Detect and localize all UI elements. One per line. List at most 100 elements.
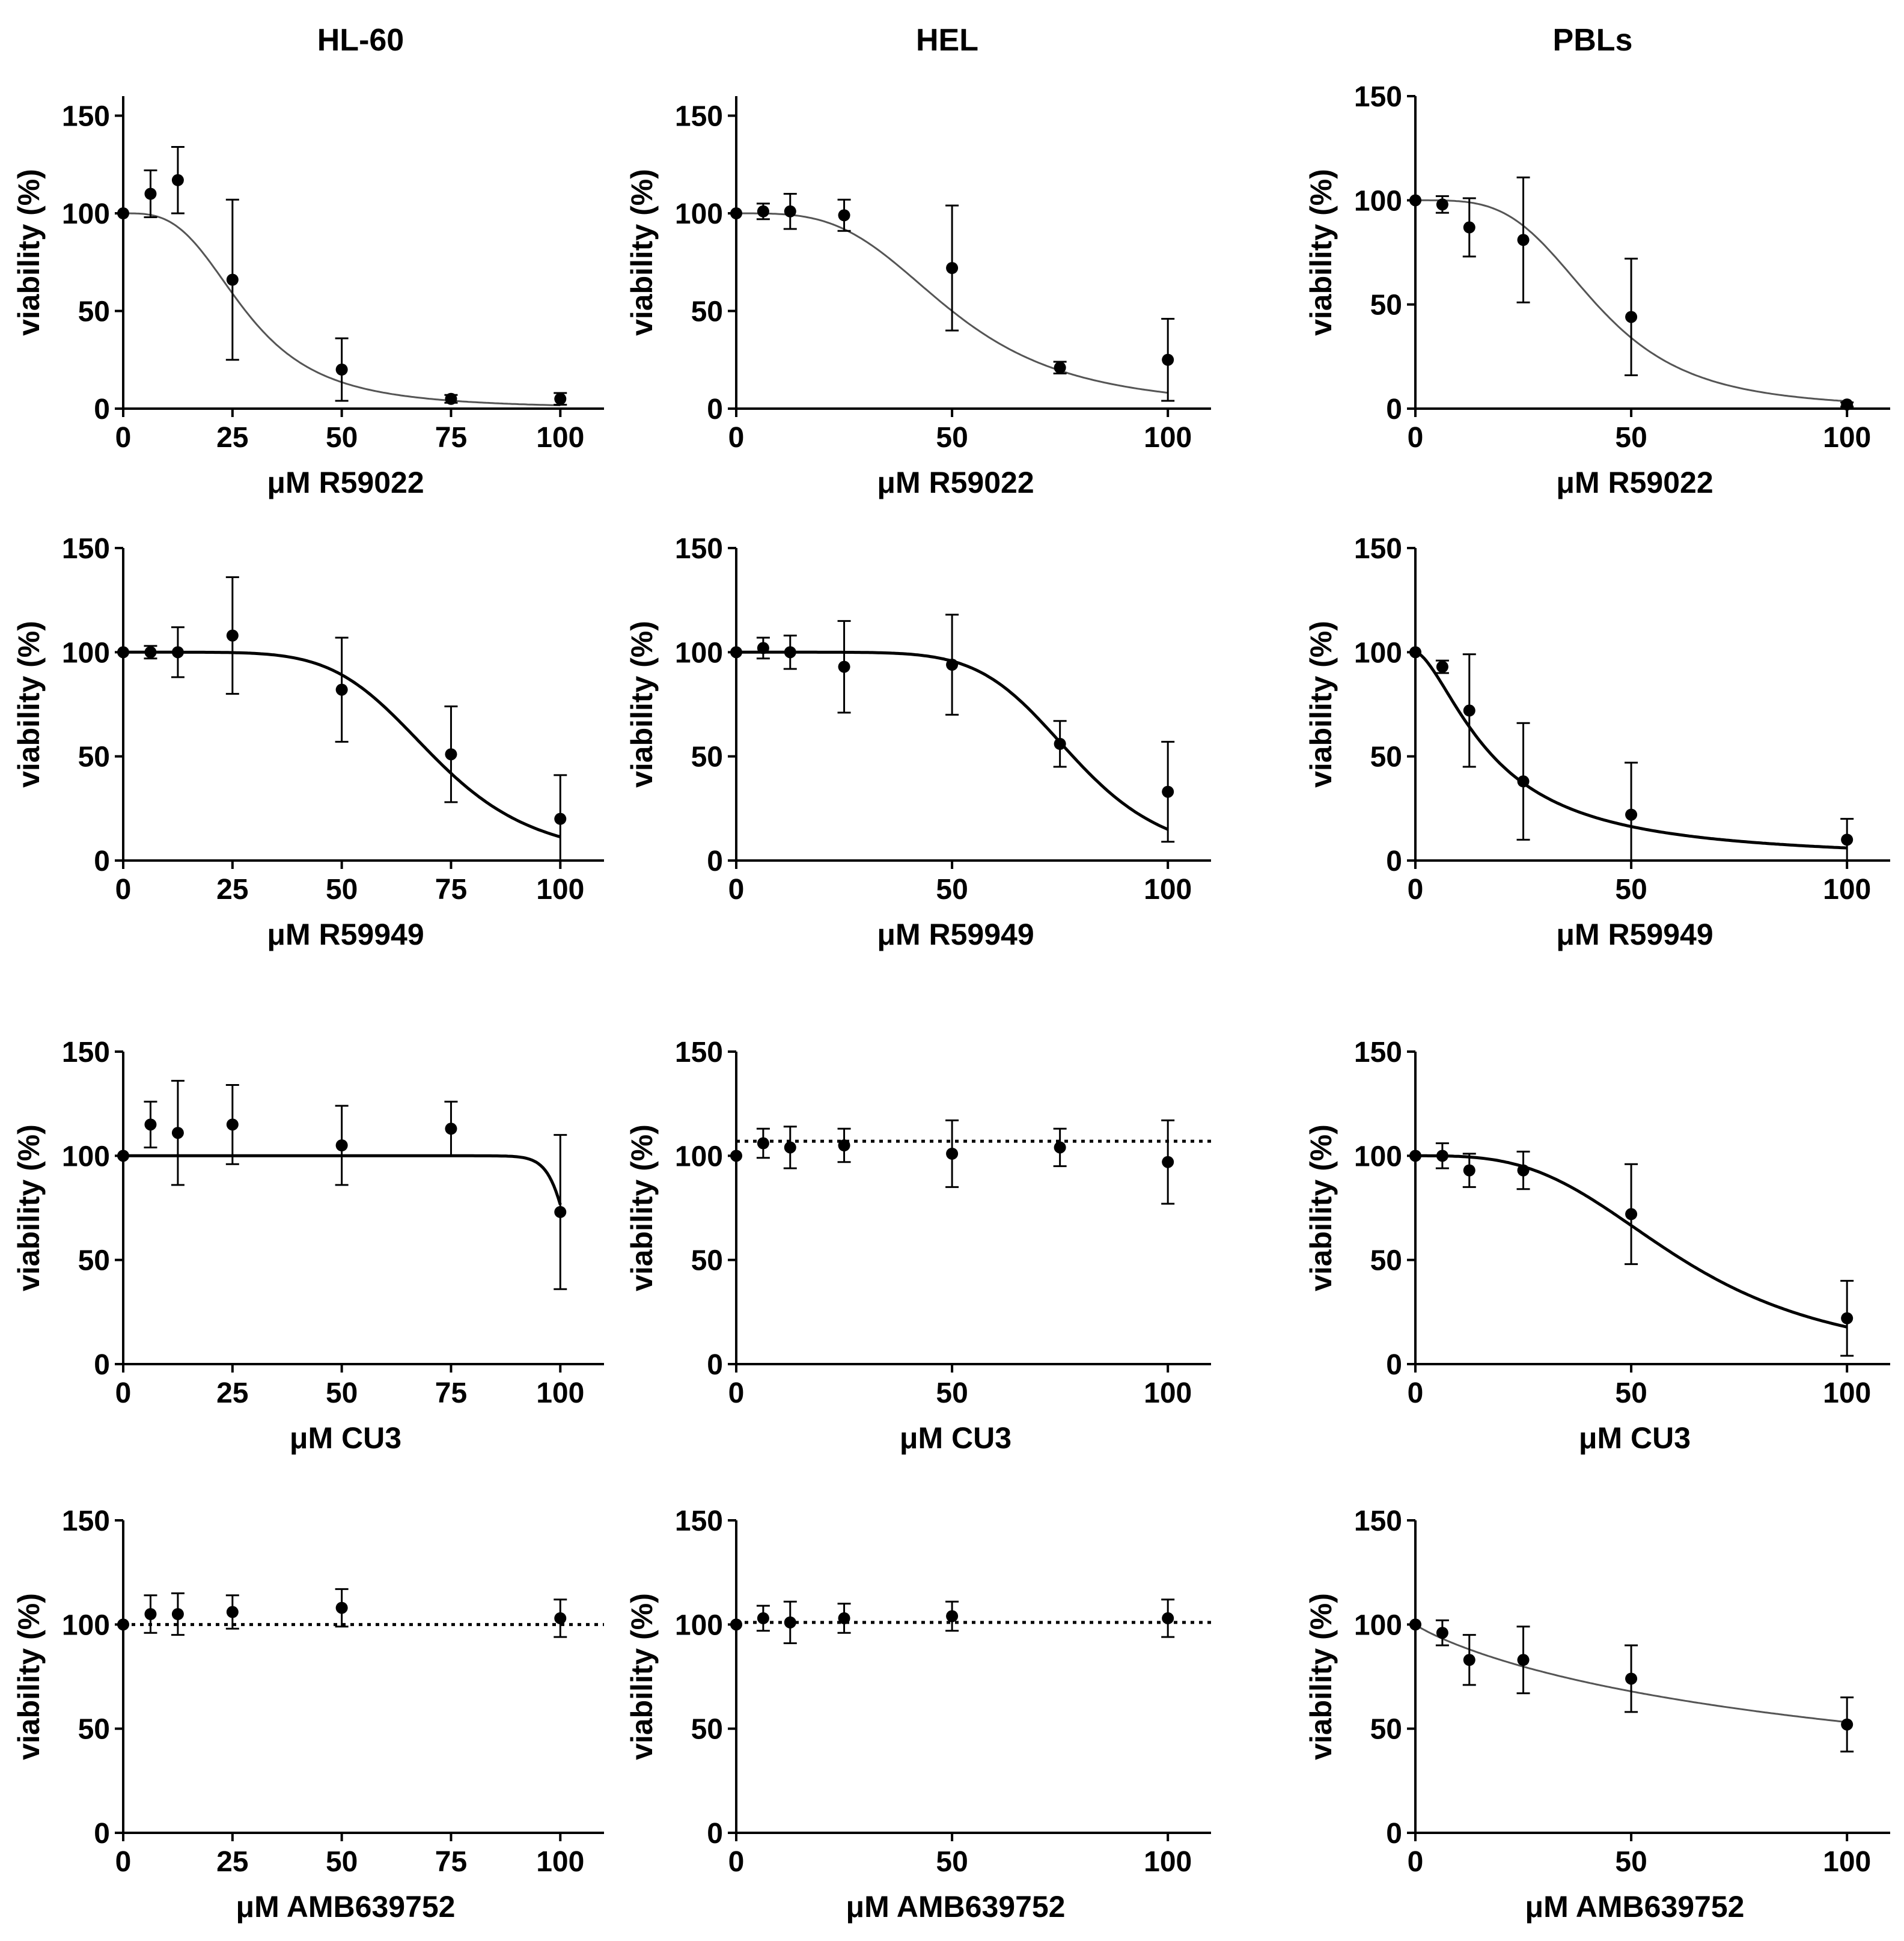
data-point — [554, 392, 567, 405]
x-tick-label: 25 — [216, 1377, 248, 1409]
panel-7: 0 50 100 150 0 25 50 75 100 μM CU3 viability (%) — [12, 1037, 604, 1455]
y-tick-label: 50 — [1370, 742, 1402, 773]
data-point — [838, 1612, 850, 1624]
axis-lines — [1414, 1052, 1890, 1365]
data-point — [730, 207, 742, 219]
data-point — [1162, 353, 1174, 366]
x-tick-label: 100 — [536, 874, 584, 906]
data-point — [838, 660, 850, 673]
data-point — [1436, 660, 1448, 673]
data-point — [1841, 833, 1854, 846]
y-axis-title: viability (%) — [1304, 169, 1338, 336]
y-axis-title: viability (%) — [1304, 1124, 1338, 1291]
y-tick-label: 50 — [1370, 1245, 1402, 1277]
data-point — [1517, 234, 1530, 246]
y-tick-label: 50 — [1370, 290, 1402, 321]
x-axis-title: μM R59022 — [1556, 466, 1713, 499]
data-point — [1409, 1150, 1421, 1162]
x-axis-title: μM R59949 — [877, 918, 1034, 951]
x-tick-label: 0 — [728, 422, 745, 454]
x-tick-label: 50 — [326, 1377, 358, 1409]
data-point — [1054, 1141, 1066, 1154]
x-axis-title: μM CU3 — [1579, 1421, 1691, 1455]
panel-1: 0 50 100 150 0 25 50 75 100 μM R59022 viability (%… — [12, 96, 604, 499]
y-tick-label: 100 — [62, 1141, 110, 1172]
x-tick-label: 0 — [115, 422, 132, 454]
x-tick-label: 50 — [326, 1846, 358, 1878]
data-point — [1162, 785, 1174, 798]
y-tick-label: 50 — [1370, 1714, 1402, 1746]
axis-lines — [735, 1052, 1211, 1365]
y-tick-label: 150 — [1354, 1037, 1402, 1068]
x-tick-label: 100 — [1144, 1846, 1192, 1878]
x-axis-title: μM R59022 — [267, 466, 424, 499]
y-tick-label: 100 — [1354, 1609, 1402, 1641]
y-tick-label: 150 — [1354, 1505, 1402, 1537]
data-point — [784, 205, 796, 218]
y-tick-label: 150 — [675, 101, 723, 133]
x-tick-label: 25 — [216, 1846, 248, 1878]
x-axis-title: μM AMB639752 — [846, 1890, 1066, 1924]
x-tick-label: 100 — [1144, 1377, 1192, 1409]
axis-lines — [122, 1052, 604, 1365]
data-point — [1409, 646, 1421, 659]
data-point — [1409, 194, 1421, 207]
x-tick-label: 50 — [936, 422, 968, 454]
x-tick-label: 75 — [435, 1377, 467, 1409]
x-tick-label: 25 — [216, 422, 248, 454]
panel-9: 0 50 100 150 0 50 100 μM CU3 viability (%) — [1304, 1037, 1890, 1455]
data-point — [838, 209, 850, 222]
data-point — [1625, 1672, 1638, 1685]
x-tick-label: 75 — [435, 874, 467, 906]
data-point — [445, 1123, 457, 1135]
y-tick-label: 0 — [707, 846, 723, 877]
x-tick-label: 0 — [1408, 874, 1424, 906]
data-point — [838, 1139, 850, 1151]
axis-lines — [122, 548, 604, 862]
x-tick-label: 50 — [326, 874, 358, 906]
data-point — [1517, 775, 1530, 788]
data-point — [757, 642, 769, 654]
data-point — [1409, 1618, 1421, 1631]
y-tick-label: 50 — [78, 1245, 110, 1277]
y-tick-label: 150 — [1354, 81, 1402, 113]
data-point — [1463, 1654, 1475, 1666]
data-point — [1162, 1612, 1174, 1624]
panel-10: 0 50 100 150 0 25 50 75 100 μM AMB639752 viability… — [12, 1505, 604, 1924]
data-point — [554, 1205, 567, 1218]
y-axis-title: viability (%) — [1304, 1593, 1338, 1760]
data-point — [1463, 221, 1475, 234]
y-tick-label: 150 — [675, 1037, 723, 1068]
x-axis-title: μM AMB639752 — [1525, 1890, 1745, 1924]
axis-lines — [735, 1520, 1211, 1834]
y-tick-label: 0 — [94, 1349, 110, 1381]
y-axis-title: viability (%) — [625, 1593, 659, 1760]
data-point — [784, 1141, 796, 1154]
x-tick-label: 100 — [1823, 422, 1871, 454]
x-tick-label: 50 — [1615, 874, 1647, 906]
data-point — [226, 1606, 239, 1618]
y-tick-label: 150 — [62, 1505, 110, 1537]
axis-lines — [122, 96, 604, 410]
column-title-hl60: HL-60 — [317, 23, 404, 58]
y-tick-label: 0 — [707, 394, 723, 425]
x-tick-label: 100 — [1823, 874, 1871, 906]
x-tick-label: 0 — [115, 874, 132, 906]
data-point — [171, 646, 184, 659]
y-axis-title: viability (%) — [1304, 621, 1338, 788]
data-point — [171, 174, 184, 186]
y-tick-label: 50 — [691, 296, 723, 328]
data-point — [730, 1618, 742, 1631]
data-point — [757, 1137, 769, 1150]
data-point — [335, 1601, 348, 1614]
x-tick-label: 75 — [435, 422, 467, 454]
y-tick-label: 0 — [94, 1818, 110, 1850]
x-tick-label: 0 — [728, 1846, 745, 1878]
column-title-pbls: PBLs — [1553, 23, 1633, 58]
y-tick-label: 0 — [94, 846, 110, 877]
data-point — [445, 392, 457, 405]
y-axis-title: viability (%) — [12, 621, 46, 788]
y-tick-label: 0 — [707, 1818, 723, 1850]
data-point — [946, 659, 959, 671]
data-point — [1436, 1150, 1448, 1162]
